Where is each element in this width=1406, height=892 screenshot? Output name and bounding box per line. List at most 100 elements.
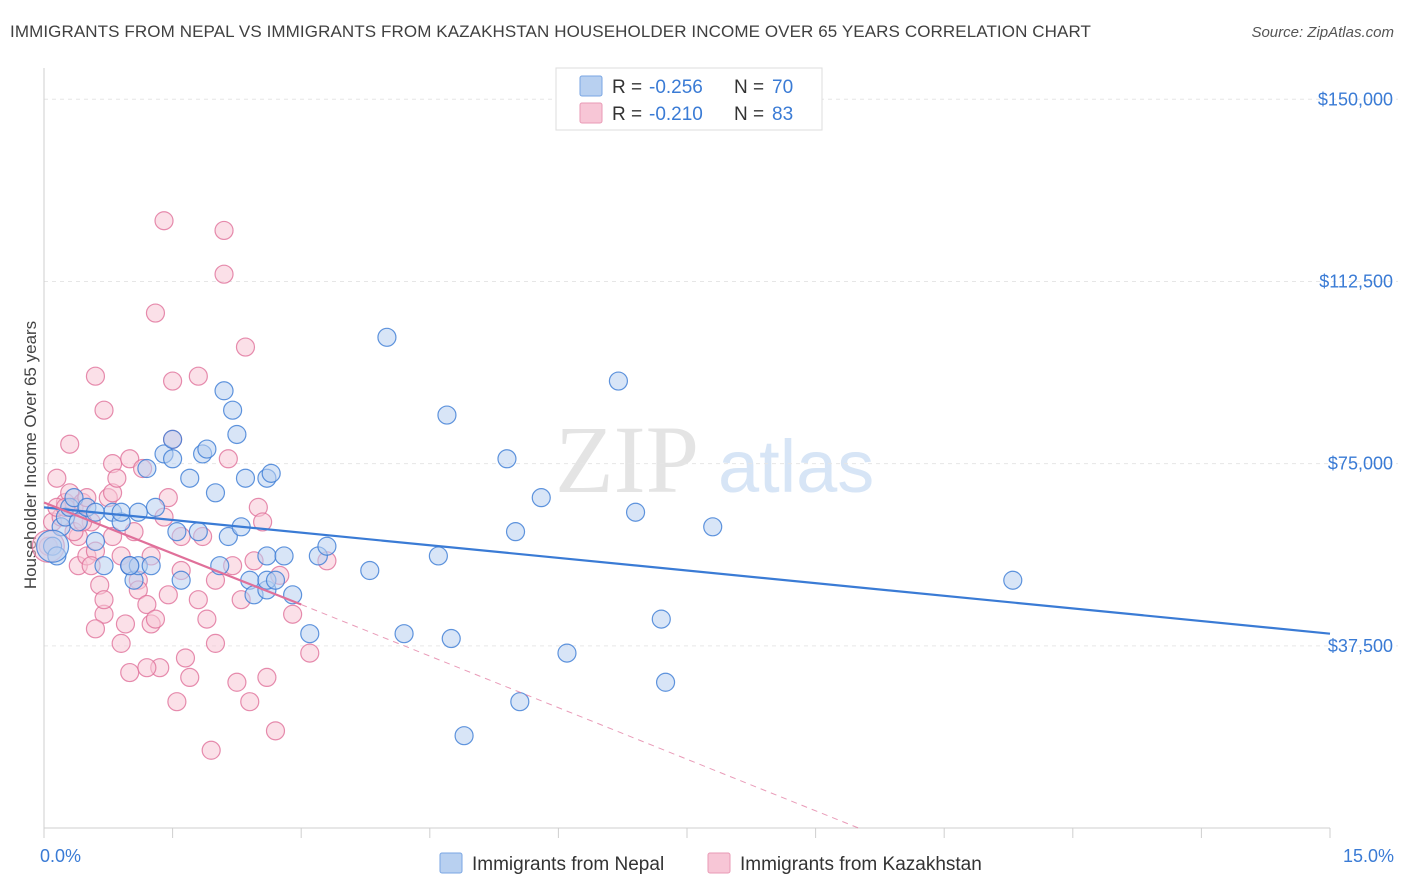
nepal-point: [497, 449, 517, 469]
legend-kazakhstan-r-value: -0.210: [649, 104, 703, 125]
nepal-point: [235, 468, 256, 488]
correlation-legend: R = -0.256 N = 70 R = -0.210 N = 83: [555, 67, 823, 131]
watermark: ZIP atlas: [555, 406, 874, 513]
nepal-point: [510, 692, 530, 712]
kazakhstan-point: [205, 633, 226, 653]
kazakhstan-point: [235, 337, 256, 357]
nepal-point: [214, 381, 234, 401]
nepal-point: [317, 536, 337, 556]
y-axis-title: Householder Income Over 65 years: [21, 321, 40, 589]
axes: [43, 68, 1331, 838]
kazakhstan-point: [197, 609, 217, 629]
kazakhstan-point: [154, 211, 174, 231]
nepal-point: [94, 556, 114, 576]
kazakhstan-point: [253, 512, 273, 532]
bottom-legend-swatch-nepal: [439, 852, 463, 874]
nepal-trend-line: [43, 506, 1331, 635]
nepal-point: [85, 531, 106, 551]
kazakhstan-point: [145, 609, 166, 629]
y-tick-label: $75,000: [1328, 454, 1393, 474]
legend-nepal-r-value: -0.256: [649, 77, 703, 98]
kazakhstan-point: [137, 658, 157, 678]
legend-kazakhstan-n-label: N =: [734, 104, 764, 125]
nepal-point: [441, 628, 461, 649]
nepal-point: [257, 546, 277, 566]
legend-nepal-n-value: 70: [772, 77, 793, 98]
legend-swatch-nepal: [579, 75, 603, 97]
kazakhstan-trend-extension: [301, 604, 859, 829]
nepal-point: [437, 405, 457, 425]
trend-lines: [43, 501, 1331, 829]
kazakhstan-point: [111, 633, 131, 653]
nepal-point: [261, 463, 281, 483]
nepal-point: [145, 497, 166, 517]
nepal-point: [703, 517, 723, 537]
nepal-point: [625, 502, 646, 522]
kazakhstan-point: [188, 366, 208, 386]
kazakhstan-point: [107, 468, 127, 488]
kazakhstan-point: [85, 366, 106, 386]
nepal-point: [655, 672, 676, 692]
nepal-point: [428, 546, 448, 566]
kazakhstan-point: [300, 643, 320, 663]
bottom-legend-swatch-kazakhstan: [707, 852, 731, 874]
nepal-point: [163, 449, 183, 469]
legend-nepal-n-label: N =: [734, 77, 764, 98]
nepal-point: [111, 502, 131, 522]
nepal-point: [171, 570, 191, 590]
nepal-points: [35, 327, 1023, 746]
nepal-point: [223, 400, 243, 420]
kazakhstan-point: [214, 264, 234, 284]
kazakhstan-point: [201, 740, 221, 760]
nepal-point: [64, 488, 84, 508]
nepal-point: [137, 458, 157, 479]
nepal-point: [218, 526, 238, 547]
kazakhstan-point: [240, 692, 260, 712]
bottom-legend-nepal: Immigrants from Nepal: [472, 854, 664, 875]
nepal-point: [360, 560, 380, 581]
kazakhstan-point: [214, 220, 234, 241]
y-tick-labels: $37,500 $75,000 $112,500 $150,000: [1318, 89, 1393, 656]
kazakhstan-point: [227, 672, 247, 692]
nepal-point: [377, 327, 397, 347]
kazakhstan-point: [115, 614, 136, 634]
nepal-point: [608, 371, 629, 391]
kazakhstan-point: [145, 303, 166, 323]
kazakhstan-point: [163, 371, 183, 391]
kazakhstan-point: [283, 604, 303, 624]
x-tick-label-min: 0.0%: [40, 846, 81, 866]
nepal-point: [394, 624, 414, 644]
kazakhstan-point: [158, 585, 178, 605]
kazakhstan-point: [120, 449, 140, 469]
y-tick-label: $150,000: [1318, 89, 1393, 109]
nepal-point: [274, 546, 294, 566]
nepal-point: [180, 468, 200, 488]
nepal-point: [1003, 570, 1023, 590]
nepal-point: [167, 522, 187, 542]
nepal-point: [265, 570, 286, 590]
kazakhstan-point: [188, 590, 208, 610]
nepal-point: [227, 424, 247, 445]
kazakhstan-point: [167, 692, 187, 712]
x-tick-label-max: 15.0%: [1343, 846, 1394, 866]
kazakhstan-point: [218, 449, 238, 469]
bottom-legend-kazakhstan: Immigrants from Kazakhstan: [740, 854, 982, 875]
y-tick-label: $112,500: [1319, 271, 1393, 291]
y-tick-label: $37,500: [1328, 636, 1393, 656]
nepal-point: [35, 529, 70, 563]
kazakhstan-point: [120, 662, 140, 683]
kazakhstan-point: [175, 648, 196, 668]
legend-nepal-r-label: R =: [612, 77, 642, 98]
chart-title: IMMIGRANTS FROM NEPAL VS IMMIGRANTS FROM…: [10, 22, 1092, 41]
nepal-point: [454, 726, 474, 746]
kazakhstan-point: [265, 721, 286, 741]
legend-swatch-kazakhstan: [579, 102, 603, 124]
series-legend: Immigrants from Nepal Immigrants from Ka…: [439, 852, 982, 875]
kazakhstan-point: [180, 667, 200, 688]
nepal-point: [505, 522, 526, 542]
nepal-point: [557, 643, 577, 663]
nepal-point: [197, 439, 217, 459]
nepal-point: [651, 609, 671, 629]
kazakhstan-point: [60, 434, 80, 454]
source-label: Source: ZipAtlas.com: [1251, 24, 1394, 41]
